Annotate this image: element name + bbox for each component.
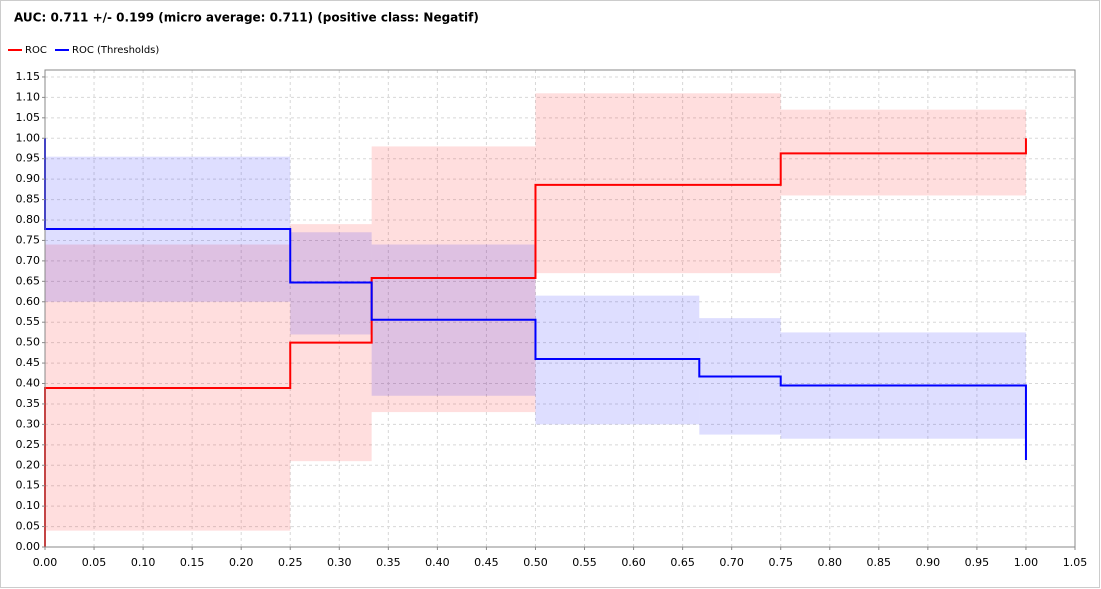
x-tick-label: 0.75 [768, 556, 793, 569]
x-tick-label: 0.50 [523, 556, 548, 569]
x-tick-label: 0.40 [425, 556, 450, 569]
x-tick-label: 0.65 [670, 556, 695, 569]
y-tick-label: 0.15 [16, 479, 41, 492]
y-tick-label: 0.05 [16, 520, 41, 533]
y-tick-label: 1.00 [16, 131, 41, 144]
x-tick-label: 0.90 [916, 556, 941, 569]
confidence-band [371, 146, 536, 413]
y-tick-label: 1.10 [16, 90, 41, 103]
x-tick-label: 0.60 [621, 556, 646, 569]
y-tick-label: 0.80 [16, 213, 41, 226]
roc-line [44, 138, 1027, 547]
plot-area [44, 70, 1076, 548]
x-tick-label: 0.10 [131, 556, 156, 569]
confidence-band [535, 295, 700, 425]
plot-border [44, 69, 1076, 548]
x-tick-label: 0.15 [180, 556, 205, 569]
y-tick-label: 0.70 [16, 254, 41, 267]
x-tick-label: 1.00 [1014, 556, 1039, 569]
roc-line [44, 138, 1027, 460]
x-tick-label: 0.35 [376, 556, 401, 569]
y-tick-label: 1.05 [16, 111, 41, 124]
y-tick-label: 0.10 [16, 499, 41, 512]
legend-label: ROC (Thresholds) [72, 45, 159, 56]
y-tick-label: 0.35 [16, 397, 41, 410]
y-tick-label: 0.75 [16, 233, 41, 246]
y-tick-label: 0.85 [16, 193, 41, 206]
y-tick-label: 1.15 [16, 70, 41, 83]
y-tick-label: 0.25 [16, 438, 41, 451]
x-tick-label: 0.05 [82, 556, 107, 569]
y-tick-label: 0.40 [16, 377, 41, 390]
x-tick-label: 0.00 [33, 556, 58, 569]
x-tick-label: 0.85 [867, 556, 892, 569]
x-tick-label: 0.80 [818, 556, 843, 569]
y-tick-label: 0.45 [16, 356, 41, 369]
y-tick-label: 0.50 [16, 336, 41, 349]
y-tick-label: 0.55 [16, 315, 41, 328]
y-tick-label: 0.95 [16, 152, 41, 165]
x-tick-label: 0.30 [327, 556, 352, 569]
y-tick-label: 0.20 [16, 458, 41, 471]
confidence-band [535, 93, 781, 274]
y-tick-label: 0.65 [16, 274, 41, 287]
legend-label: ROC [25, 45, 47, 56]
y-tick-label: 0.90 [16, 172, 41, 185]
x-tick-label: 0.45 [474, 556, 499, 569]
chart-title: AUC: 0.711 +/- 0.199 (micro average: 0.7… [14, 11, 479, 25]
x-tick-label: 0.55 [572, 556, 597, 569]
y-tick-label: 0.00 [16, 540, 41, 553]
x-tick-label: 0.95 [965, 556, 990, 569]
y-tick-label: 0.60 [16, 295, 41, 308]
x-tick-label: 1.05 [1063, 556, 1088, 569]
x-tick-label: 0.20 [229, 556, 254, 569]
x-tick-label: 0.70 [719, 556, 744, 569]
x-tick-label: 0.25 [278, 556, 303, 569]
y-tick-label: 0.30 [16, 417, 41, 430]
